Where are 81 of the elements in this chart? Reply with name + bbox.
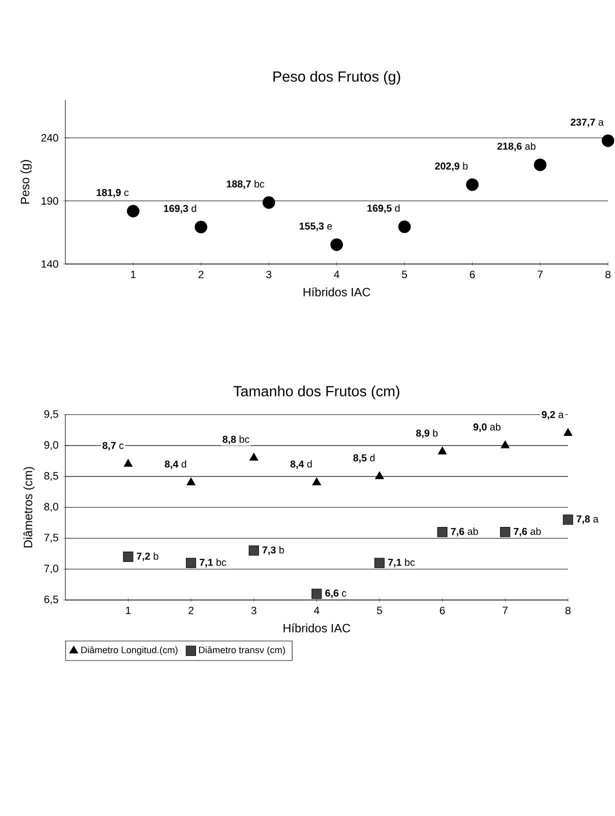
y-tick-label: 190: [41, 197, 58, 205]
point: [500, 440, 510, 448]
point: [437, 526, 448, 538]
data-label: 7,2 b: [136, 552, 158, 562]
x-tick-label: 6: [440, 606, 445, 614]
y-tick-label: 8,0: [44, 502, 58, 512]
data-label: 6,6 c: [325, 590, 346, 598]
legend-label: Diâmetro transv (cm): [198, 646, 285, 656]
chart-title: Peso dos Frutos (g): [273, 70, 400, 85]
point: [374, 471, 384, 480]
data-label: 8,7 c: [102, 442, 124, 450]
point: [562, 514, 573, 525]
point: [312, 478, 321, 486]
data-label: 188,7 bc: [226, 180, 264, 189]
point: [186, 478, 196, 486]
x-axis-title: Híbridos IAC: [283, 623, 350, 632]
data-label: 7,6 ab: [514, 528, 541, 536]
point: [124, 459, 132, 467]
x-tick-label: 5: [402, 270, 407, 278]
point: [438, 446, 447, 454]
point: [466, 178, 478, 191]
x-tick-label: 3: [251, 606, 256, 614]
x-tick-label: 1: [130, 270, 136, 278]
data-label: 8,4 d: [164, 460, 186, 470]
x-tick-label: 2: [198, 270, 204, 278]
data-label: 169,5 d: [367, 204, 400, 214]
point: [186, 558, 196, 568]
point: [500, 526, 510, 538]
point: [249, 452, 258, 461]
x-tick-label: 6: [470, 270, 475, 278]
x-tick-label: 2: [188, 606, 194, 614]
y-axis-title: Peso (g): [20, 160, 32, 204]
x-tick-label: 8: [605, 270, 610, 278]
legend-label: Diâmetro Longitud.(cm): [81, 646, 178, 656]
chart-title: Tamanho dos Frutos (cm): [233, 386, 400, 400]
point: [374, 558, 384, 568]
data-label: 181,9 c: [96, 189, 128, 198]
x-tick-label: 1: [126, 606, 130, 614]
x-tick-label: 7: [538, 270, 542, 278]
x-axis-title: Híbridos IAC: [303, 287, 370, 296]
data-label: 8,5 d: [353, 454, 374, 463]
point: [311, 588, 322, 599]
y-tick-label: 240: [41, 134, 58, 142]
x-tick-label: 4: [314, 606, 320, 614]
point: [534, 158, 546, 172]
data-label: 7,6 ab: [450, 528, 478, 536]
point: [126, 204, 140, 218]
data-label: 8,4 d: [290, 460, 312, 470]
data-label: 218,6 ab: [497, 142, 536, 152]
data-label: 8,8 bc: [222, 436, 250, 444]
y-axis-title: Diâmetros (cm): [23, 467, 34, 548]
y-tick-label: 9,0: [44, 441, 58, 450]
data-label: 9,0 ab: [473, 423, 500, 432]
y-tick-label: 140: [41, 260, 58, 268]
data-label: 7,8 a: [576, 515, 598, 524]
y-tick-label: 8,5: [44, 472, 58, 481]
x-tick-label: 8: [565, 606, 570, 614]
data-label: 8,9 b: [416, 429, 438, 438]
x-tick-label: 3: [266, 270, 272, 278]
point: [563, 428, 572, 436]
x-tick-label: 7: [502, 606, 508, 614]
point: [330, 238, 343, 251]
point: [248, 546, 259, 556]
data-label: 202,9 b: [434, 162, 468, 172]
point: [398, 220, 411, 234]
y-tick-label: 9,5: [44, 410, 58, 420]
y-tick-label: 7,0: [44, 564, 58, 574]
data-label: 155,3 e: [299, 222, 332, 232]
data-label: 237,7 a: [570, 118, 604, 128]
data-label: 7,1 bc: [200, 558, 226, 568]
point: [194, 220, 208, 234]
data-label: 9,2 a: [542, 411, 564, 420]
data-label: 7,1 bc: [388, 558, 415, 568]
x-tick-label: 5: [376, 606, 382, 614]
point: [122, 552, 134, 562]
x-tick-label: 4: [334, 270, 340, 278]
point: [262, 196, 275, 209]
y-tick-label: 6,5: [44, 596, 58, 604]
data-label: 7,3 b: [262, 546, 284, 555]
y-tick-label: 7,5: [44, 534, 58, 543]
data-label: 169,3 d: [164, 204, 196, 214]
